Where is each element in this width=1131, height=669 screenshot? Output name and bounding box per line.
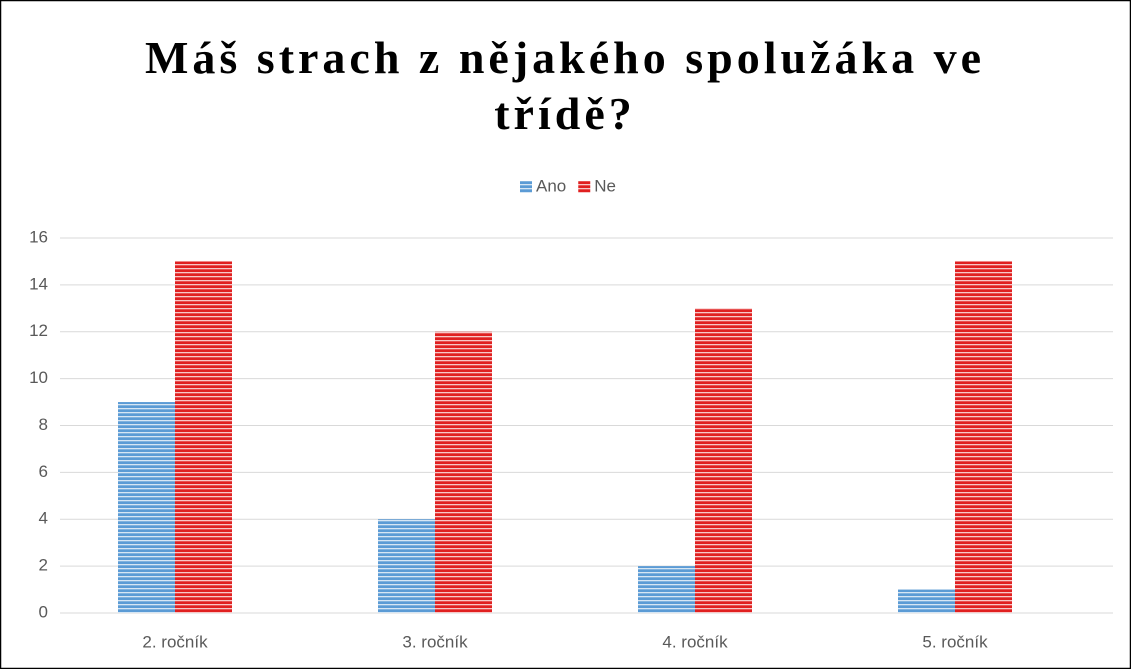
- y-tick-label: 4: [39, 509, 48, 528]
- y-tick-label: 8: [39, 415, 48, 434]
- y-tick-label: 10: [29, 368, 48, 387]
- legend-label: Ano: [536, 176, 566, 195]
- y-tick-label: 14: [29, 274, 48, 293]
- bar: [175, 261, 232, 613]
- legend-swatch: [520, 181, 532, 193]
- legend-label: Ne: [594, 176, 616, 195]
- legend-swatch: [578, 181, 591, 193]
- bar: [898, 589, 955, 613]
- x-tick-label: 5. ročník: [922, 632, 988, 651]
- bar: [435, 331, 492, 613]
- y-tick-label: 12: [29, 321, 48, 340]
- x-tick-label: 2. ročník: [142, 632, 208, 651]
- bar: [378, 519, 435, 613]
- bar: [118, 402, 175, 613]
- x-tick-label: 4. ročník: [662, 632, 728, 651]
- bar: [695, 308, 752, 613]
- y-tick-label: 0: [39, 602, 48, 621]
- bar: [638, 566, 695, 613]
- y-tick-label: 16: [29, 227, 48, 246]
- y-tick-label: 2: [39, 556, 48, 575]
- x-tick-label: 3. ročník: [402, 632, 468, 651]
- y-tick-label: 6: [39, 462, 48, 481]
- chart-title: Máš strach z nějakého spolužáka ve třídě…: [144, 32, 986, 139]
- bar: [955, 261, 1012, 613]
